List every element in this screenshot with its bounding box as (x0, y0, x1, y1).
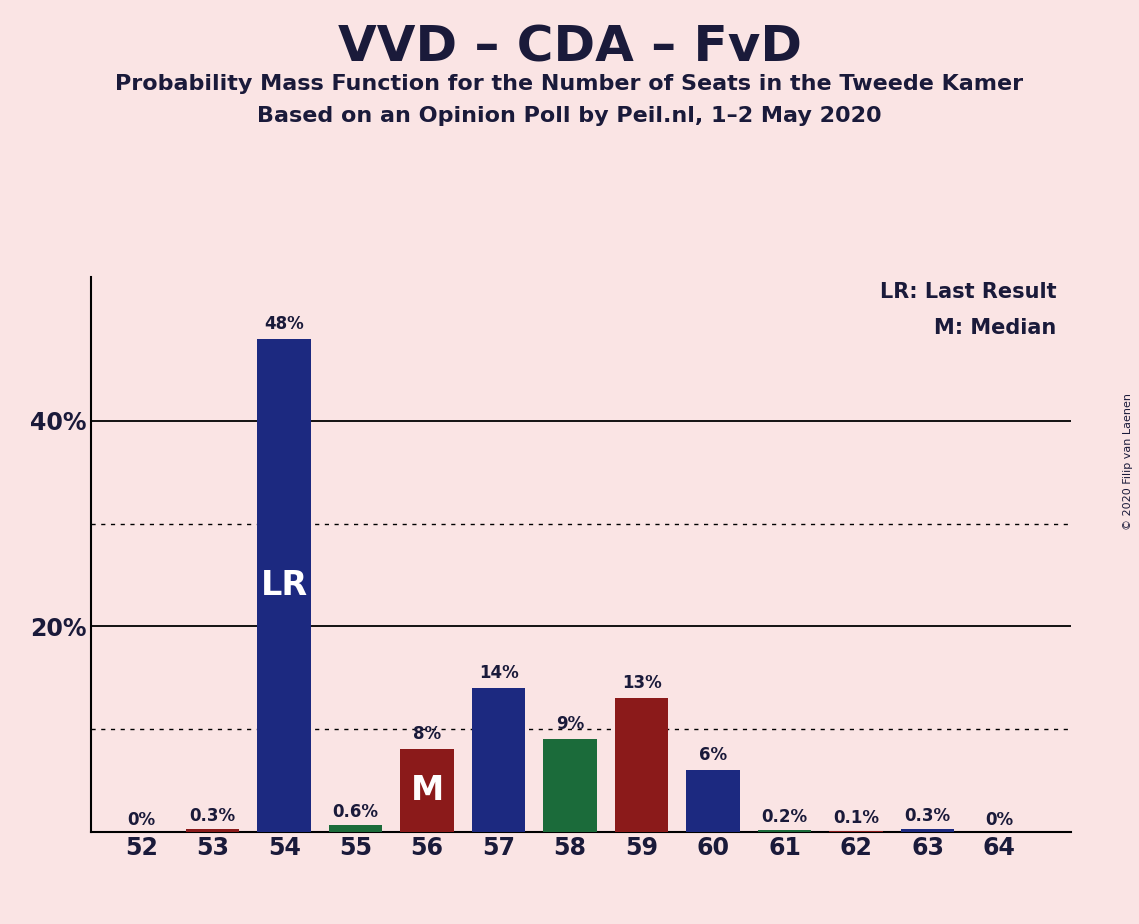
Text: VVD – CDA – FvD: VVD – CDA – FvD (337, 23, 802, 71)
Bar (543, 739, 597, 832)
Bar (472, 687, 525, 832)
Text: 48%: 48% (264, 315, 304, 333)
Bar (400, 749, 454, 832)
Text: LR: Last Result: LR: Last Result (879, 283, 1056, 302)
Text: Probability Mass Function for the Number of Seats in the Tweede Kamer: Probability Mass Function for the Number… (115, 74, 1024, 94)
Bar (829, 831, 883, 832)
Text: 6%: 6% (699, 746, 727, 764)
Text: 9%: 9% (556, 715, 584, 733)
Bar (757, 830, 811, 832)
Text: 0.2%: 0.2% (762, 808, 808, 826)
Text: 0%: 0% (985, 810, 1014, 829)
Text: 0.3%: 0.3% (189, 808, 236, 825)
Text: 0.3%: 0.3% (904, 808, 951, 825)
Text: 0%: 0% (128, 810, 155, 829)
Bar (329, 825, 383, 832)
Bar (257, 339, 311, 832)
Text: 8%: 8% (413, 725, 441, 743)
Text: 13%: 13% (622, 674, 662, 692)
Text: M: M (410, 774, 444, 807)
Text: 0.1%: 0.1% (833, 809, 879, 828)
Text: Based on an Opinion Poll by Peil.nl, 1–2 May 2020: Based on an Opinion Poll by Peil.nl, 1–2… (257, 106, 882, 127)
Bar (901, 829, 954, 832)
Text: © 2020 Filip van Laenen: © 2020 Filip van Laenen (1123, 394, 1133, 530)
Bar (615, 699, 669, 832)
Text: 0.6%: 0.6% (333, 803, 378, 821)
Text: M: Median: M: Median (934, 318, 1056, 338)
Text: 14%: 14% (478, 663, 518, 682)
Bar (687, 770, 740, 832)
Bar (186, 829, 239, 832)
Text: LR: LR (261, 568, 308, 602)
